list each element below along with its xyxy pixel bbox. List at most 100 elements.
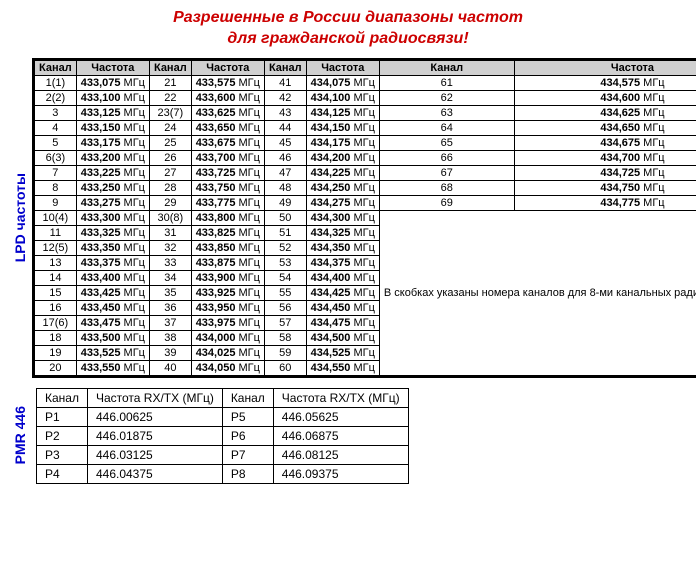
title-line-2: для гражданской радиосвязи! bbox=[227, 30, 468, 47]
table-row: P3446.03125P7446.08125 bbox=[37, 445, 409, 464]
lpd-freq: 434,475 МГц bbox=[306, 315, 379, 330]
lpd-freq: 433,575 МГц bbox=[191, 75, 264, 90]
lpd-channel: 7 bbox=[35, 165, 77, 180]
lpd-channel: 44 bbox=[264, 120, 306, 135]
lpd-freq: 434,425 МГц bbox=[306, 285, 379, 300]
table-row: 8433,250 МГц28433,750 МГц48434,250 МГц68… bbox=[35, 180, 696, 195]
table-row: 9433,275 МГц29433,775 МГц49434,275 МГц69… bbox=[35, 195, 696, 210]
table-row: 5433,175 МГц25433,675 МГц45434,175 МГц65… bbox=[35, 135, 696, 150]
lpd-channel: 27 bbox=[149, 165, 191, 180]
pmr-header-channel: Канал bbox=[222, 388, 273, 407]
lpd-channel: 23(7) bbox=[149, 105, 191, 120]
lpd-channel: 12(5) bbox=[35, 240, 77, 255]
lpd-freq: 433,525 МГц bbox=[76, 345, 149, 360]
lpd-freq: 433,300 МГц bbox=[76, 210, 149, 225]
lpd-freq: 433,350 МГц bbox=[76, 240, 149, 255]
pmr-channel: P7 bbox=[222, 445, 273, 464]
pmr-freq: 446.01875 bbox=[87, 426, 222, 445]
lpd-channel: 62 bbox=[379, 90, 514, 105]
lpd-freq: 433,975 МГц bbox=[191, 315, 264, 330]
lpd-channel: 39 bbox=[149, 345, 191, 360]
lpd-freq: 433,550 МГц bbox=[76, 360, 149, 375]
lpd-freq: 433,625 МГц bbox=[191, 105, 264, 120]
lpd-freq: 433,875 МГц bbox=[191, 255, 264, 270]
lpd-channel: 68 bbox=[379, 180, 514, 195]
lpd-channel: 21 bbox=[149, 75, 191, 90]
lpd-header-channel: Канал bbox=[379, 60, 514, 75]
pmr-channel: P5 bbox=[222, 407, 273, 426]
lpd-channel: 40 bbox=[149, 360, 191, 375]
table-row: 7433,225 МГц27433,725 МГц47434,225 МГц67… bbox=[35, 165, 696, 180]
lpd-freq: 434,700 МГц bbox=[514, 150, 696, 165]
lpd-freq: 434,275 МГц bbox=[306, 195, 379, 210]
table-row: 10(4)433,300 МГц30(8)433,800 МГц50434,30… bbox=[35, 210, 696, 225]
lpd-channel: 11 bbox=[35, 225, 77, 240]
pmr-freq: 446.08125 bbox=[273, 445, 408, 464]
lpd-channel: 1(1) bbox=[35, 75, 77, 90]
lpd-channel: 24 bbox=[149, 120, 191, 135]
lpd-freq: 434,750 МГц bbox=[514, 180, 696, 195]
lpd-channel: 33 bbox=[149, 255, 191, 270]
pmr-freq: 446.00625 bbox=[87, 407, 222, 426]
lpd-freq: 434,575 МГц bbox=[514, 75, 696, 90]
lpd-channel: 38 bbox=[149, 330, 191, 345]
lpd-freq: 433,650 МГц bbox=[191, 120, 264, 135]
lpd-freq: 434,250 МГц bbox=[306, 180, 379, 195]
lpd-channel: 56 bbox=[264, 300, 306, 315]
lpd-channel: 13 bbox=[35, 255, 77, 270]
lpd-freq: 433,250 МГц bbox=[76, 180, 149, 195]
lpd-channel: 57 bbox=[264, 315, 306, 330]
lpd-channel: 52 bbox=[264, 240, 306, 255]
lpd-channel: 63 bbox=[379, 105, 514, 120]
lpd-freq: 433,325 МГц bbox=[76, 225, 149, 240]
lpd-header-channel: Канал bbox=[35, 60, 77, 75]
lpd-freq: 434,400 МГц bbox=[306, 270, 379, 285]
lpd-channel: 35 bbox=[149, 285, 191, 300]
lpd-channel: 14 bbox=[35, 270, 77, 285]
lpd-freq: 434,650 МГц bbox=[514, 120, 696, 135]
pmr-freq: 446.05625 bbox=[273, 407, 408, 426]
pmr-freq: 446.09375 bbox=[273, 464, 408, 483]
lpd-channel: 17(6) bbox=[35, 315, 77, 330]
pmr-freq: 446.04375 bbox=[87, 464, 222, 483]
lpd-freq: 434,125 МГц bbox=[306, 105, 379, 120]
table-row: 6(3)433,200 МГц26433,700 МГц46434,200 МГ… bbox=[35, 150, 696, 165]
lpd-channel: 8 bbox=[35, 180, 77, 195]
lpd-freq: 434,000 МГц bbox=[191, 330, 264, 345]
lpd-freq: 433,925 МГц bbox=[191, 285, 264, 300]
lpd-channel: 37 bbox=[149, 315, 191, 330]
lpd-freq: 433,450 МГц bbox=[76, 300, 149, 315]
lpd-freq: 433,700 МГц bbox=[191, 150, 264, 165]
lpd-channel: 60 bbox=[264, 360, 306, 375]
pmr-channel: P3 bbox=[37, 445, 88, 464]
table-row: 3433,125 МГц23(7)433,625 МГц43434,125 МГ… bbox=[35, 105, 696, 120]
lpd-channel: 45 bbox=[264, 135, 306, 150]
lpd-channel: 22 bbox=[149, 90, 191, 105]
lpd-channel: 47 bbox=[264, 165, 306, 180]
lpd-channel: 36 bbox=[149, 300, 191, 315]
lpd-header-freq: Частота bbox=[191, 60, 264, 75]
lpd-freq: 434,075 МГц bbox=[306, 75, 379, 90]
lpd-freq: 433,400 МГц bbox=[76, 270, 149, 285]
pmr-header-freq: Частота RX/TX (МГц) bbox=[273, 388, 408, 407]
lpd-channel: 69 bbox=[379, 195, 514, 210]
pmr-freq: 446.06875 bbox=[273, 426, 408, 445]
lpd-section: LPD частоты КаналЧастотаКаналЧастотаКана… bbox=[8, 58, 688, 378]
lpd-channel: 34 bbox=[149, 270, 191, 285]
lpd-freq: 433,100 МГц bbox=[76, 90, 149, 105]
table-row: 4433,150 МГц24433,650 МГц44434,150 МГц64… bbox=[35, 120, 696, 135]
lpd-table-wrap: КаналЧастотаКаналЧастотаКаналЧастотаКана… bbox=[32, 58, 696, 378]
lpd-freq: 433,375 МГц bbox=[76, 255, 149, 270]
lpd-freq: 434,150 МГц bbox=[306, 120, 379, 135]
lpd-channel: 41 bbox=[264, 75, 306, 90]
lpd-freq: 433,850 МГц bbox=[191, 240, 264, 255]
lpd-freq: 433,475 МГц bbox=[76, 315, 149, 330]
lpd-freq: 433,825 МГц bbox=[191, 225, 264, 240]
lpd-channel: 9 bbox=[35, 195, 77, 210]
lpd-freq: 433,950 МГц bbox=[191, 300, 264, 315]
lpd-channel: 30(8) bbox=[149, 210, 191, 225]
lpd-freq: 433,500 МГц bbox=[76, 330, 149, 345]
lpd-channel: 4 bbox=[35, 120, 77, 135]
lpd-channel: 10(4) bbox=[35, 210, 77, 225]
lpd-header-freq: Частота bbox=[514, 60, 696, 75]
